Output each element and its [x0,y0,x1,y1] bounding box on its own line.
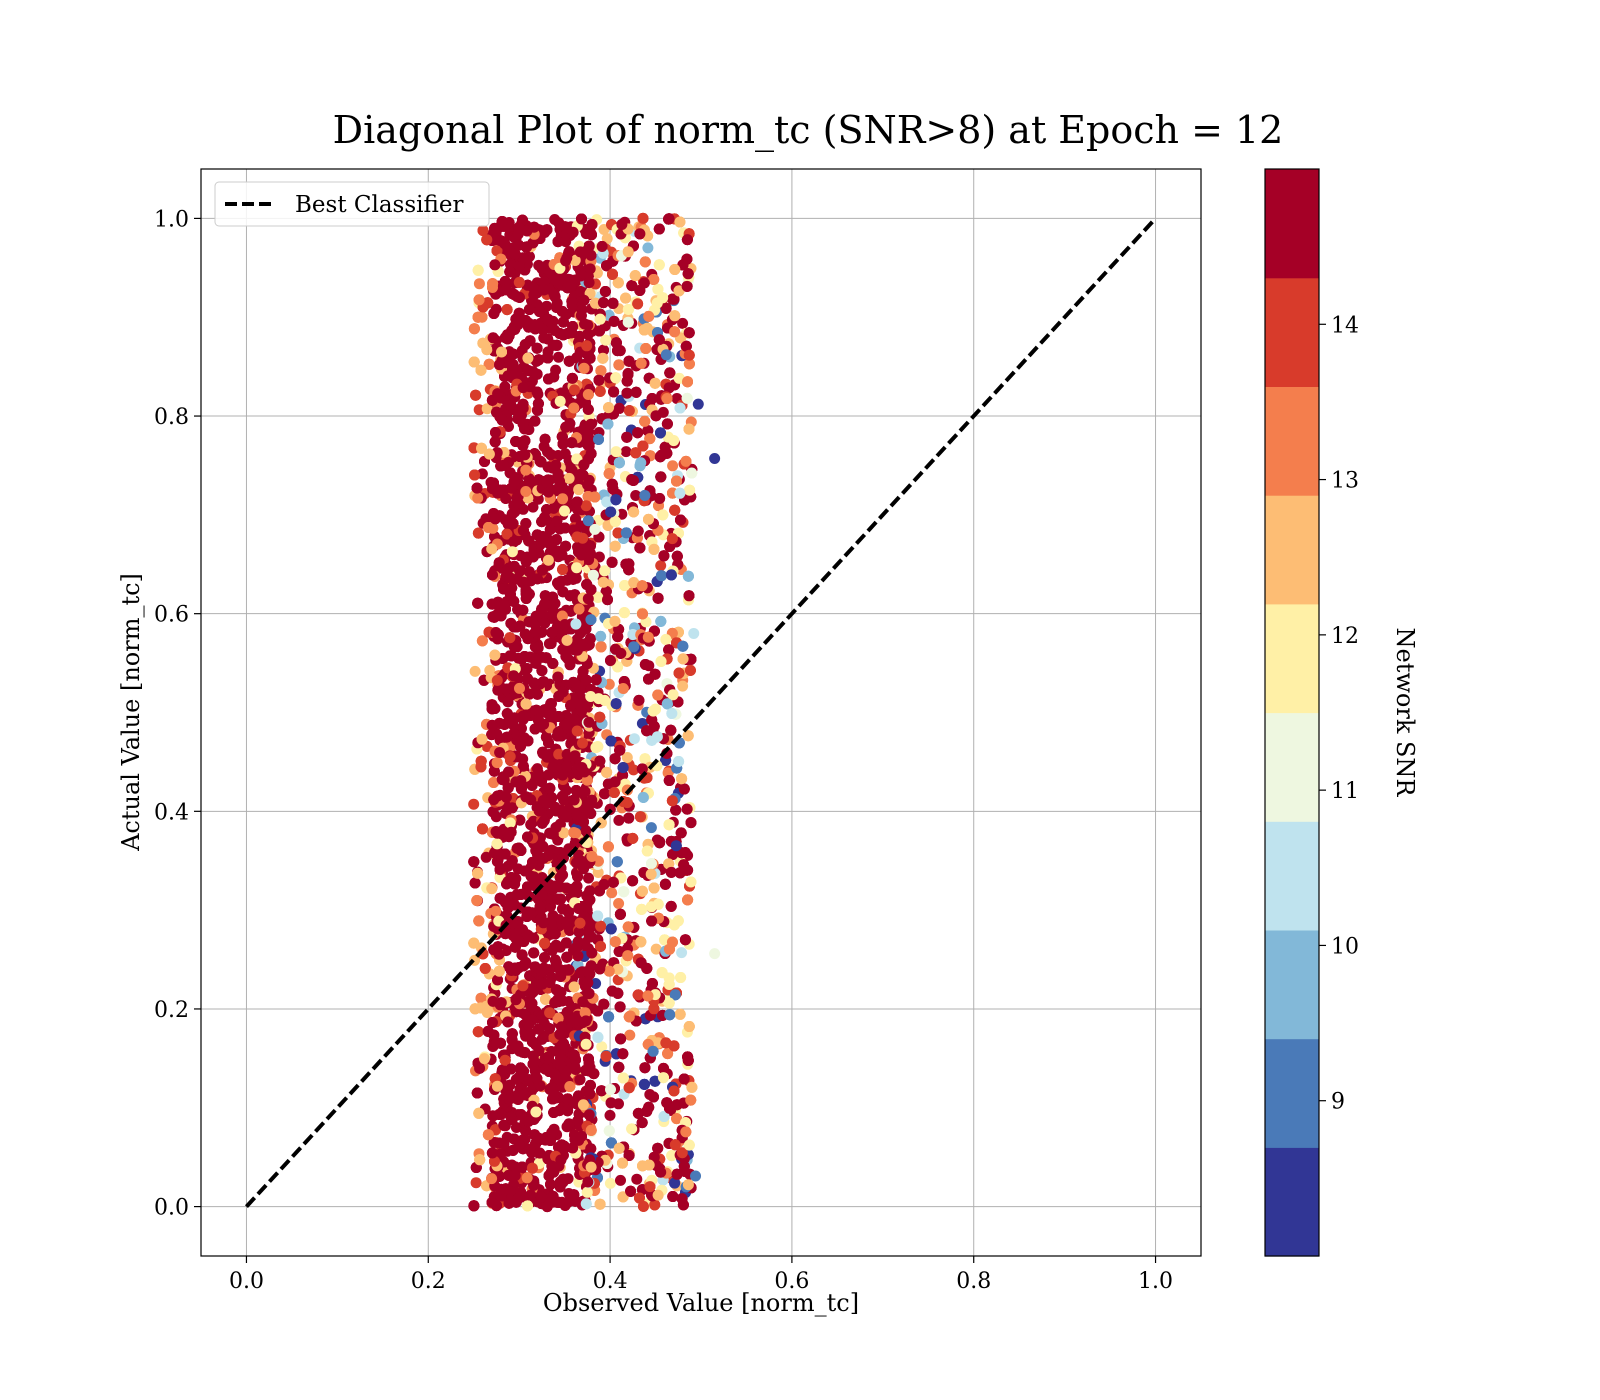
scatter-point [468,798,480,810]
scatter-point [620,446,632,458]
scatter-points [468,212,721,1213]
scatter-point [616,508,628,520]
scatter-point [615,1174,626,1186]
scatter-point [604,1109,616,1121]
scatter-point [613,898,625,909]
scatter-point [610,446,622,458]
chart-title: Diagonal Plot of norm_tc (SNR>8) at Epoc… [333,108,1284,153]
scatter-point [606,887,618,899]
scatter-point [601,233,613,245]
scatter-point [481,403,493,415]
scatter-point [604,1177,616,1189]
scatter-point [583,872,594,884]
scatter-point [469,665,481,677]
scatter-point [631,1173,643,1185]
scatter-point [590,978,602,989]
scatter-point [596,1041,608,1053]
scatter-point [655,560,667,572]
scatter-point [667,460,679,472]
scatter-point [613,814,625,826]
scatter-point [642,242,654,254]
scatter-point [676,947,688,959]
scatter-point [650,943,662,955]
scatter-point [473,278,485,290]
scatter-point [677,680,689,692]
scatter-point [470,1177,482,1189]
scatter-point [621,752,633,763]
scatter-point [677,317,689,329]
scatter-point [592,867,604,878]
scatter-point [527,501,539,513]
scatter-point [628,733,640,745]
scatter-point [480,851,492,863]
scatter-point [553,351,564,363]
scatter-point [630,490,642,501]
scatter-point [624,1029,636,1041]
scatter-point [645,822,657,834]
scatter-point [605,1097,617,1109]
grid-lines [201,169,1201,1256]
scatter-point [473,404,485,416]
scatter-point [628,764,639,776]
